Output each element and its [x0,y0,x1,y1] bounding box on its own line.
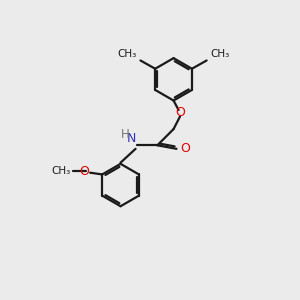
Text: CH₃: CH₃ [210,49,230,59]
Text: H: H [121,128,130,141]
Text: CH₃: CH₃ [51,166,70,176]
Text: O: O [79,165,89,178]
Text: CH₃: CH₃ [118,49,137,59]
Text: O: O [181,142,190,155]
Text: O: O [175,106,185,119]
Text: N: N [127,132,136,145]
